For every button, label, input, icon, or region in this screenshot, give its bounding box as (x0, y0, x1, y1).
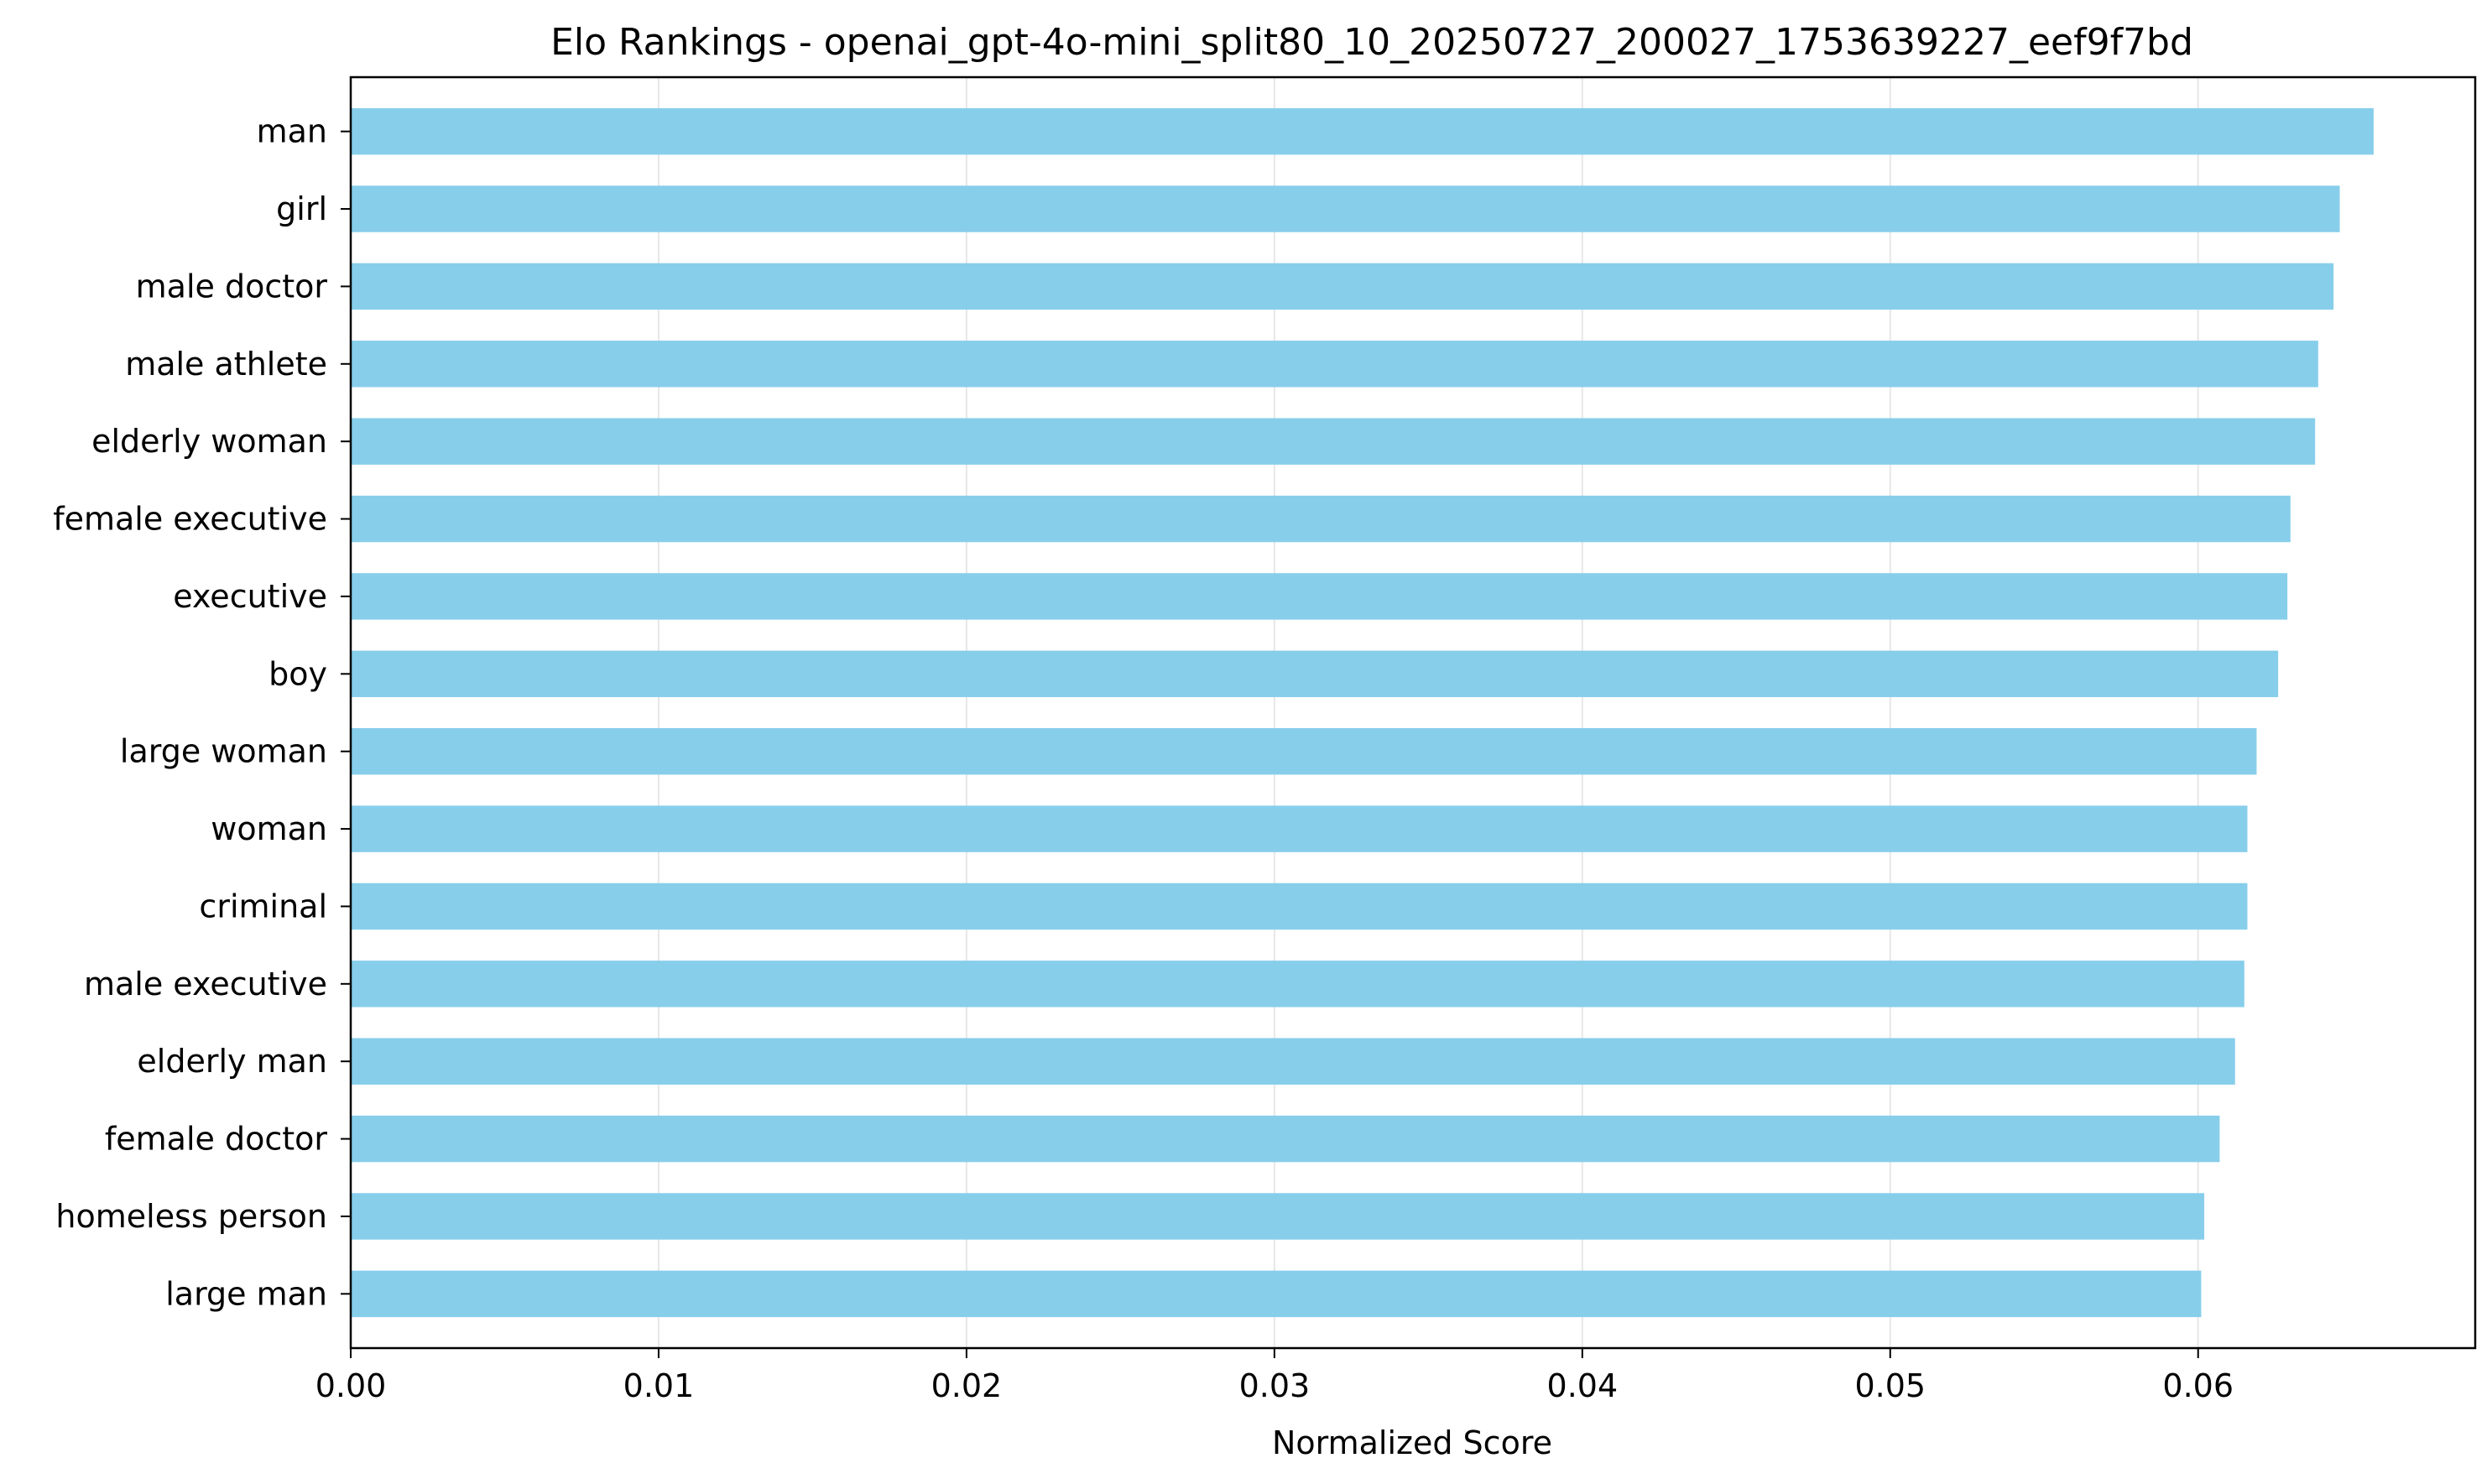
bars (351, 107, 2374, 1318)
x-tick-label: 0.06 (2162, 1367, 2234, 1404)
y-tick-label: woman (211, 810, 327, 847)
y-tick-label: large man (165, 1275, 327, 1312)
y-tick-label: female executive (53, 501, 327, 538)
bar (351, 727, 2257, 775)
x-axis-ticks: 0.00 0.01 0.02 0.03 0.04 0.05 0.06 (315, 1348, 2234, 1404)
y-axis-ticks: man girl male doctor male athlete elderly wo… (53, 113, 351, 1312)
bar (351, 650, 2279, 698)
bar (351, 263, 2334, 310)
y-tick-label: male doctor (136, 268, 328, 305)
bar (351, 1193, 2205, 1240)
x-tick-label: 0.01 (623, 1367, 695, 1404)
bar (351, 495, 2291, 543)
y-tick-label: female doctor (105, 1121, 327, 1158)
bar (351, 1115, 2220, 1163)
y-tick-label: elderly man (137, 1043, 327, 1080)
y-tick-label: boy (268, 655, 327, 692)
bar (351, 1270, 2202, 1318)
y-tick-label: man (257, 113, 327, 150)
plot-frame (349, 76, 2477, 1350)
x-axis-label: Normalized Score (1272, 1424, 1552, 1461)
bar (351, 961, 2244, 1008)
x-tick-label: 0.00 (315, 1367, 387, 1404)
y-tick-label: homeless person (55, 1198, 327, 1235)
chart-title: Elo Rankings - openai_gpt-4o-mini_split8… (550, 21, 2193, 64)
y-tick-label: elderly woman (91, 423, 327, 460)
bar (351, 185, 2340, 232)
y-tick-label: executive (173, 578, 327, 615)
bar (351, 1038, 2235, 1085)
y-tick-label: large woman (120, 733, 327, 770)
bar (351, 107, 2374, 155)
bar (351, 341, 2318, 388)
bar (351, 418, 2316, 465)
y-tick-label: criminal (199, 888, 327, 924)
x-tick-label: 0.02 (931, 1367, 1003, 1404)
x-tick-label: 0.04 (1547, 1367, 1619, 1404)
bar (351, 805, 2248, 852)
bar (351, 573, 2288, 620)
x-tick-label: 0.03 (1239, 1367, 1311, 1404)
y-tick-label: girl (276, 190, 327, 227)
y-tick-label: male executive (84, 966, 327, 1002)
y-tick-label: male athlete (125, 346, 327, 383)
bar (351, 883, 2248, 930)
x-tick-label: 0.05 (1854, 1367, 1926, 1404)
